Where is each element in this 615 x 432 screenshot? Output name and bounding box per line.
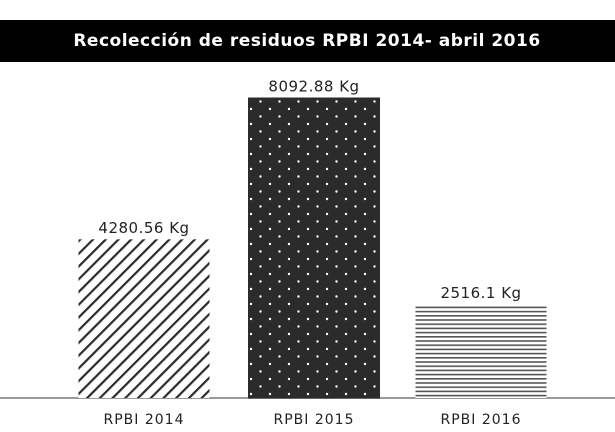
x-tick-label: RPBI 2014 <box>104 412 185 428</box>
x-tick-label: RPBI 2015 <box>274 412 355 428</box>
bar <box>78 239 210 398</box>
bar <box>248 97 380 399</box>
x-tick-label: RPBI 2016 <box>441 412 522 428</box>
data-label: 2516.1 Kg <box>440 284 521 302</box>
title-band <box>0 20 615 62</box>
data-label: 8092.88 Kg <box>268 78 359 96</box>
chart-title: Recolección de residuos RPBI 2014- abril… <box>73 31 540 51</box>
data-label: 4280.56 Kg <box>98 219 189 237</box>
bar <box>415 304 547 398</box>
